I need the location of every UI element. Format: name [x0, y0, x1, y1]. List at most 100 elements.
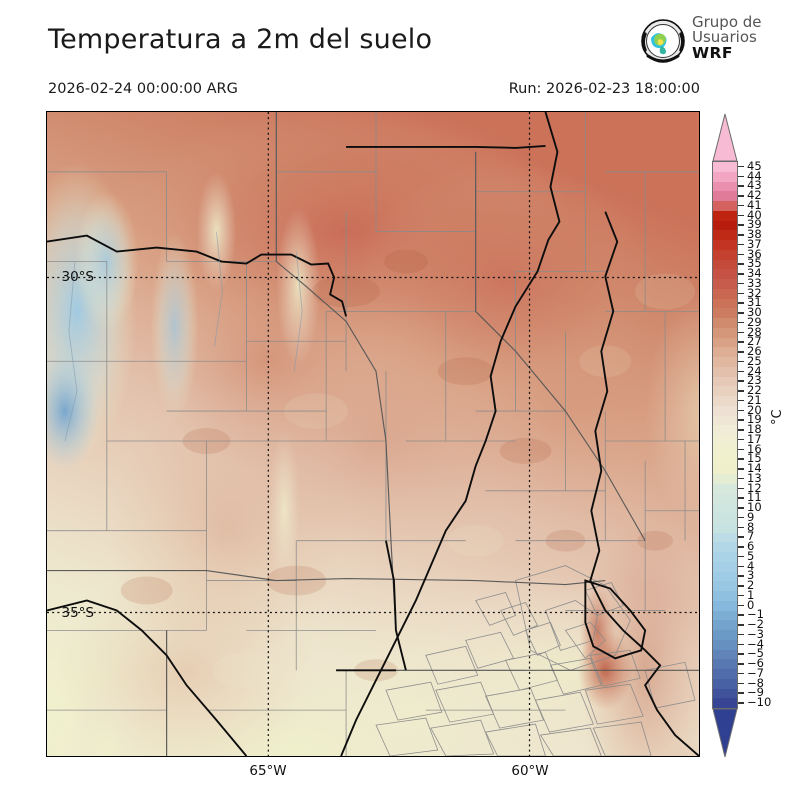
- colorbar-tick-label: 3: [747, 568, 755, 583]
- colorbar-tick-label: −3: [747, 626, 764, 641]
- colorbar-tick-label: −1: [747, 607, 764, 622]
- colorbar-tick-label: 42: [747, 188, 762, 203]
- colorbar-segment: [713, 337, 737, 348]
- colorbar-tick-label: 13: [747, 470, 762, 485]
- colorbar-segment: [713, 366, 737, 377]
- colorbar-segment: [713, 269, 737, 279]
- colorbar-segment: [713, 552, 737, 562]
- colorbar-segment: [713, 600, 737, 611]
- colorbar-segment: [713, 688, 737, 699]
- colorbar-tick-label: 16: [747, 441, 762, 456]
- colorbar-segment: [713, 678, 737, 689]
- colorbar-tick-label: 1: [747, 587, 755, 602]
- colorbar-segment: [713, 308, 737, 318]
- colorbar-tick-label: 31: [747, 295, 762, 310]
- colorbar-segment: [713, 639, 737, 650]
- colorbar-tick-label: 5: [747, 548, 755, 563]
- colorbar-tick-label: 40: [747, 207, 762, 222]
- colorbar-tick-label: −10: [747, 695, 772, 710]
- colorbar-tick-label: 8: [747, 519, 755, 534]
- colorbar-segment: [713, 425, 737, 435]
- colorbar-tick-label: 12: [747, 480, 762, 495]
- valid-time-label: 2026-02-24 00:00:00 ARG: [48, 81, 238, 97]
- colorbar-segment: [713, 698, 737, 708]
- colorbar-segment: [713, 474, 737, 484]
- colorbar-segment: [713, 591, 737, 601]
- colorbar-unit-label: °C: [770, 409, 785, 425]
- globe-emblem-icon: [641, 19, 685, 63]
- colorbar-segment: [713, 571, 737, 582]
- colorbar-tick-label: 23: [747, 373, 762, 388]
- colorbar-segment: [713, 444, 737, 455]
- colorbar-tick-label: 37: [747, 236, 762, 251]
- run-time-label: Run: 2026-02-23 18:00:00: [508, 81, 700, 97]
- colorbar-tick-label: −5: [747, 646, 764, 661]
- colorbar-segment: [713, 201, 737, 211]
- colorbar-tick-label: 44: [747, 168, 762, 183]
- colorbar-tick-label: −8: [747, 675, 764, 690]
- colorbar-tick-label: 17: [747, 431, 762, 446]
- colorbar-tick-label: −7: [747, 665, 764, 680]
- lon-tick-1: 60°W: [511, 763, 549, 779]
- colorbar-segment: [713, 318, 737, 328]
- colorbar-segment: [713, 649, 737, 660]
- colorbar-segment: [713, 376, 737, 387]
- colorbar-segment: [713, 669, 737, 679]
- colorbar-segment: [713, 240, 737, 250]
- lat-tick-0: 30°S: [61, 269, 95, 285]
- colorbar-tick-label: 21: [747, 392, 762, 407]
- temperature-field: [47, 112, 699, 756]
- colorbar-tick-label: 15: [747, 451, 762, 466]
- colorbar-segment: [713, 630, 737, 640]
- colorbar-segment: [713, 532, 737, 543]
- colorbar-segment: [713, 513, 737, 523]
- colorbar-segment: [713, 210, 737, 221]
- colorbar-segment: [713, 493, 737, 504]
- colorbar-segment: [713, 454, 737, 465]
- colorbar-segment: [713, 522, 737, 533]
- colorbar-segment: [713, 542, 737, 552]
- colorbar-segment: [713, 327, 737, 338]
- rivers: [64, 231, 303, 442]
- colorbar-segment: [713, 259, 737, 270]
- colorbar-tick-label: 7: [747, 529, 755, 544]
- map-panel[interactable]: [46, 111, 700, 757]
- colorbar-segment: [713, 405, 737, 416]
- colorbar-tick-label: 6: [747, 539, 755, 554]
- colorbar-segment: [713, 435, 737, 445]
- colorbar-tick-label: 2: [747, 578, 755, 593]
- colorbar-tick-label: 24: [747, 363, 762, 378]
- colorbar-tick-label: 34: [747, 266, 762, 281]
- colorbar-tick-label: 25: [747, 353, 762, 368]
- colorbar-segment: [713, 396, 737, 406]
- colorbar-segment: [713, 561, 737, 572]
- colorbar-segment: [713, 288, 737, 299]
- logo: Grupo de Usuarios WRF: [637, 14, 797, 72]
- colorbar-tick-label: 20: [747, 402, 762, 417]
- colorbar-segment: [713, 230, 737, 240]
- colorbar-tick-label: 29: [747, 314, 762, 329]
- colorbar-tick-label: −6: [747, 656, 764, 671]
- colorbar-tick-label: 43: [747, 178, 762, 193]
- colorbar-tick-label: 33: [747, 275, 762, 290]
- colorbar-segment: [713, 620, 737, 630]
- page-title: Temperatura a 2m del suelo: [48, 24, 433, 55]
- colorbar-segment: [713, 162, 737, 172]
- colorbar-tick-label: 14: [747, 461, 762, 476]
- colorbar-tick-label: 45: [747, 158, 762, 173]
- colorbar-segment: [713, 347, 737, 357]
- colorbar-tick-label: 0: [747, 597, 755, 612]
- colorbar-gradient: [712, 161, 738, 709]
- colorbar[interactable]: 45 44 43 42 41 40 39 38 37 36 35 34 33 32 31 30 29 28 27 26…: [712, 113, 771, 758]
- colorbar-segment: [713, 171, 737, 182]
- colorbar-tick-label: 26: [747, 344, 762, 359]
- colorbar-tick-label: 39: [747, 217, 762, 232]
- colorbar-tick-label: 35: [747, 256, 762, 271]
- logo-line-2: Usuarios: [692, 28, 757, 47]
- graticule: [47, 112, 699, 756]
- colorbar-under-arrow: [712, 708, 738, 758]
- colorbar-tick-label: −4: [747, 636, 764, 651]
- colorbar-tick-label: 18: [747, 422, 762, 437]
- colorbar-segment: [713, 610, 737, 621]
